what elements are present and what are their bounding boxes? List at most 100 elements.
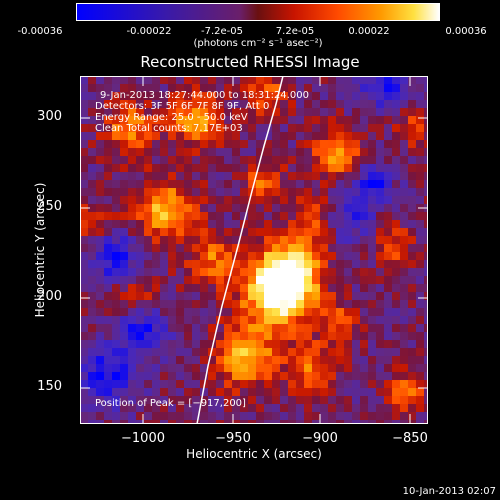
image-pixel: [152, 316, 161, 325]
image-pixel: [320, 196, 329, 205]
image-pixel: [328, 420, 337, 424]
image-pixel: [224, 388, 233, 397]
image-pixel: [312, 124, 321, 133]
image-pixel: [128, 348, 137, 357]
image-pixel: [408, 212, 417, 221]
image-pixel: [312, 340, 321, 349]
image-pixel: [312, 228, 321, 237]
image-pixel: [400, 420, 409, 424]
image-pixel: [240, 316, 249, 325]
image-pixel: [424, 124, 428, 133]
image-pixel: [424, 300, 428, 309]
image-pixel: [176, 356, 185, 365]
image-pixel: [328, 340, 337, 349]
image-pixel: [200, 268, 209, 277]
image-pixel: [264, 172, 273, 181]
image-pixel: [384, 172, 393, 181]
image-pixel: [192, 268, 201, 277]
image-pixel: [272, 244, 281, 253]
image-pixel: [160, 204, 169, 213]
image-pixel: [200, 124, 209, 133]
image-pixel: [168, 284, 177, 293]
image-pixel: [80, 108, 89, 117]
image-pixel: [192, 284, 201, 293]
image-pixel: [376, 268, 385, 277]
image-pixel: [96, 324, 105, 333]
image-pixel: [408, 76, 417, 85]
image-pixel: [408, 420, 417, 424]
image-pixel: [288, 268, 297, 277]
image-pixel: [344, 284, 353, 293]
timestamp: 10-Jan-2013 02:07: [402, 486, 496, 497]
image-pixel: [96, 164, 105, 173]
image-pixel: [392, 292, 401, 301]
image-pixel: [416, 188, 425, 197]
colorbar-tick: -7.2e-05: [201, 26, 243, 37]
image-pixel: [344, 108, 353, 117]
image-pixel: [216, 404, 225, 413]
image-pixel: [296, 420, 305, 424]
image-pixel: [224, 84, 233, 93]
image-pixel: [320, 316, 329, 325]
image-pixel: [256, 380, 265, 389]
image-pixel: [176, 372, 185, 381]
image-pixel: [232, 372, 241, 381]
image-pixel: [296, 228, 305, 237]
image-pixel: [120, 380, 129, 389]
image-pixel: [304, 292, 313, 301]
image-pixel: [224, 172, 233, 181]
image-pixel: [352, 100, 361, 109]
image-pixel: [400, 236, 409, 245]
image-pixel: [248, 116, 257, 125]
image-pixel: [168, 324, 177, 333]
image-pixel: [192, 132, 201, 141]
image-pixel: [128, 108, 137, 117]
image-pixel: [160, 244, 169, 253]
image-pixel: [120, 76, 129, 85]
image-pixel: [136, 372, 145, 381]
image-pixel: [96, 404, 105, 413]
image-pixel: [112, 388, 121, 397]
image-pixel: [248, 292, 257, 301]
image-pixel: [96, 292, 105, 301]
image-pixel: [104, 372, 113, 381]
image-pixel: [216, 348, 225, 357]
image-pixel: [400, 212, 409, 221]
image-pixel: [384, 244, 393, 253]
image-pixel: [360, 300, 369, 309]
image-pixel: [304, 164, 313, 173]
image-pixel: [288, 132, 297, 141]
image-pixel: [240, 84, 249, 93]
image-pixel: [328, 364, 337, 373]
colorbar-tick: 0.00022: [348, 26, 390, 37]
image-pixel: [304, 76, 313, 85]
image-pixel: [352, 220, 361, 229]
image-pixel: [384, 188, 393, 197]
image-pixel: [248, 132, 257, 141]
image-pixel: [200, 132, 209, 141]
image-pixel: [136, 148, 145, 157]
image-pixel: [392, 92, 401, 101]
image-pixel: [336, 188, 345, 197]
image-pixel: [88, 252, 97, 261]
image-pixel: [168, 132, 177, 141]
image-pixel: [192, 108, 201, 117]
image-pixel: [104, 172, 113, 181]
image-pixel: [104, 324, 113, 333]
image-pixel: [216, 220, 225, 229]
image-pixel: [272, 228, 281, 237]
image-pixel: [144, 220, 153, 229]
image-pixel: [80, 196, 89, 205]
image-pixels: [80, 76, 428, 424]
image-pixel: [264, 156, 273, 165]
image-pixel: [128, 420, 137, 424]
image-pixel: [80, 188, 89, 197]
image-pixel: [176, 204, 185, 213]
image-pixel: [368, 396, 377, 405]
image-pixel: [96, 244, 105, 253]
image-pixel: [88, 156, 97, 165]
image-pixel: [168, 180, 177, 189]
image-pixel: [104, 252, 113, 261]
image-pixel: [96, 124, 105, 133]
image-pixel: [96, 348, 105, 357]
